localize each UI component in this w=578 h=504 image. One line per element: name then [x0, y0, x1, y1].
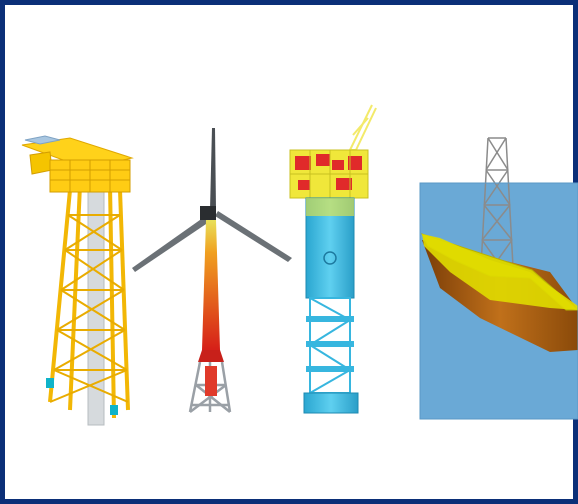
base-node [46, 378, 54, 388]
offshore-structures-scene [10, 10, 578, 504]
turbine-blade [215, 211, 292, 262]
jacket-braces [49, 214, 129, 403]
jacket-deck [21, 135, 134, 193]
transition-piece [198, 350, 224, 362]
hull-marker [323, 251, 337, 265]
base-node [110, 405, 118, 415]
turbine-blade [132, 215, 212, 272]
foundation-core [205, 366, 217, 396]
topside-modules [295, 154, 362, 190]
hull-top-band [306, 198, 354, 216]
nacelle [200, 206, 216, 220]
fpso-vessel [419, 137, 578, 420]
platform-crane [349, 104, 377, 151]
truss-plates [306, 316, 354, 372]
soft-tank [303, 392, 359, 414]
offshore-structures-illustration [21, 104, 578, 426]
topside-grid [290, 150, 368, 198]
spar-platform [289, 104, 377, 414]
turbine-tower [202, 220, 220, 350]
wind-turbine [132, 128, 292, 413]
jacket-platform [21, 135, 134, 426]
turbine-blade [210, 128, 216, 210]
helideck [24, 135, 61, 145]
